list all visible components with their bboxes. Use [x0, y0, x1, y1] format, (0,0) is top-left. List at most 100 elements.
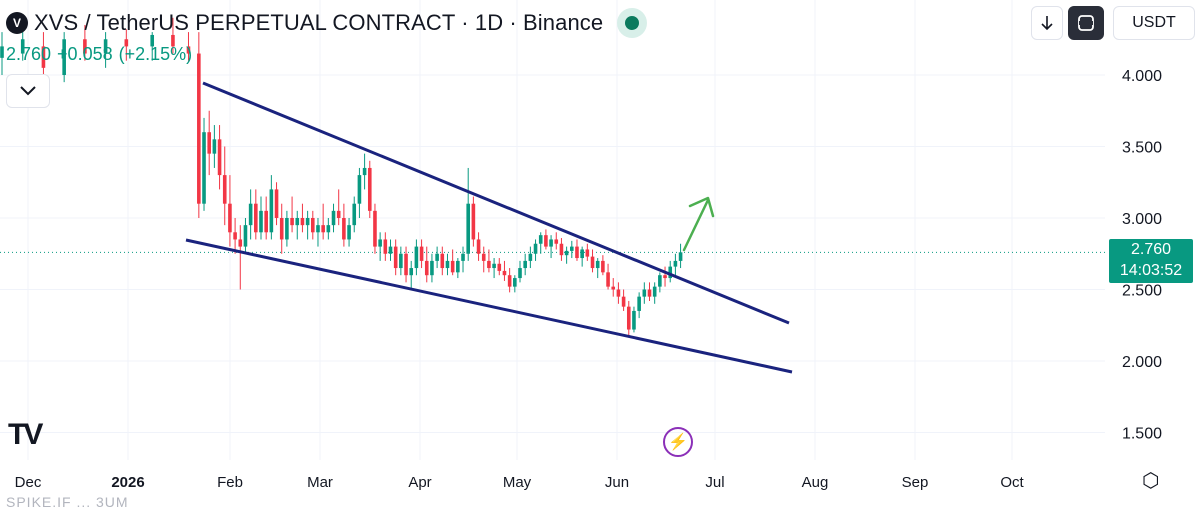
bar-countdown: 14:03:52 [1119, 262, 1183, 279]
candle-body [202, 132, 206, 204]
candle-body [342, 218, 346, 240]
candle-body [471, 203, 476, 240]
candle-body [243, 225, 248, 247]
candle-body [642, 289, 647, 297]
lower-trendline [185, 238, 793, 374]
candle-body [492, 263, 496, 269]
candle-body [233, 232, 237, 240]
candle-body [419, 246, 424, 261]
candle-body [647, 289, 652, 297]
candle-body [533, 243, 538, 254]
candle-body [222, 175, 227, 204]
candle-body [559, 243, 564, 256]
y-tick-label: 4.000 [1122, 68, 1162, 85]
candle-body [357, 175, 362, 204]
candle-body [502, 270, 507, 276]
candle-body [445, 260, 450, 269]
current-price: 2.760 [1130, 241, 1172, 258]
candle-body [274, 189, 279, 218]
candle-body [347, 225, 351, 240]
candle-body [388, 246, 393, 254]
candle-body [290, 218, 294, 226]
candle-body [0, 46, 4, 58]
candle-body [83, 39, 87, 54]
candle-body [658, 275, 662, 287]
collapse-legend-button[interactable] [6, 74, 50, 108]
candle-body [601, 260, 605, 273]
candle-body [316, 225, 320, 233]
x-tick-label: 2026 [111, 474, 144, 491]
candle-body [435, 253, 439, 261]
candle-body [461, 253, 465, 261]
y-tick-label: 3.500 [1122, 140, 1162, 157]
candle-body [248, 203, 253, 226]
x-tick-label: Apr [408, 474, 431, 491]
fullscreen-button[interactable] [1068, 6, 1104, 40]
candle-body [269, 189, 274, 233]
candle-body [373, 210, 377, 247]
price-change-line: 2.760 +0.058 (+2.15%) [6, 44, 192, 65]
price-change: +0.058 [57, 44, 113, 64]
lightning-icon[interactable]: ⚡ [663, 427, 693, 457]
candle-body [217, 139, 222, 176]
candle-body [197, 53, 201, 204]
x-tick-label: Dec [15, 474, 42, 491]
x-tick-label: Aug [802, 474, 829, 491]
x-tick-label: May [503, 474, 532, 491]
breakout-arrow [682, 196, 715, 252]
candle-body [575, 246, 579, 259]
settings-icon[interactable]: ⬡ [1142, 470, 1160, 492]
y-tick-label: 3.000 [1122, 211, 1162, 228]
candle-body [326, 225, 331, 233]
candle-body [336, 210, 341, 218]
candle-body [41, 46, 46, 68]
candle-body [580, 249, 584, 259]
chevron-down-icon [20, 86, 36, 96]
candle-body [564, 250, 569, 256]
candle-body [585, 249, 590, 257]
candle-body [285, 218, 289, 240]
candle-body [538, 235, 543, 244]
candle-body [466, 203, 470, 254]
candle-body [295, 218, 300, 226]
candle-body [637, 296, 641, 311]
candle-body [305, 218, 310, 226]
candle-body [331, 210, 336, 226]
y-tick-label: 2.000 [1122, 354, 1162, 371]
candle-body [678, 252, 683, 261]
candle-body [570, 246, 574, 251]
x-tick-label: Feb [217, 474, 243, 491]
download-button[interactable] [1031, 6, 1063, 40]
candle-body [367, 167, 372, 211]
candle-body [595, 260, 600, 269]
candle-body [424, 260, 429, 276]
y-tick-label: 2.500 [1122, 283, 1162, 300]
candle-body [456, 260, 460, 273]
candle-body [663, 275, 667, 279]
tradingview-logo: TV [8, 418, 43, 451]
candle-body [414, 246, 419, 269]
symbol-title[interactable]: XVS / TetherUS PERPETUAL CONTRACT · 1D ·… [34, 10, 604, 35]
candle-body [404, 253, 408, 276]
candle-body [150, 34, 155, 47]
candle-body [652, 286, 657, 297]
candle-body [476, 239, 481, 254]
chart-header: V XVS / TetherUS PERPETUAL CONTRACT · 1D… [6, 8, 648, 38]
candle-body [124, 39, 129, 47]
candle-body [321, 225, 325, 233]
candle-body [606, 272, 610, 287]
candle-body [673, 260, 678, 267]
candle-body [212, 139, 217, 154]
fullscreen-icon [1078, 15, 1094, 31]
currency-select[interactable]: USDT [1113, 6, 1195, 40]
x-tick-label: Sep [902, 474, 929, 491]
candle-body [544, 235, 548, 247]
candle-body [523, 260, 527, 269]
x-tick-label: Oct [1000, 474, 1024, 491]
upper-trendline [202, 81, 790, 325]
candle-body [507, 275, 512, 287]
candle-body [207, 132, 211, 154]
current-price-label: 2.760 14:03:52 [1109, 239, 1193, 283]
candle-body [611, 286, 616, 290]
